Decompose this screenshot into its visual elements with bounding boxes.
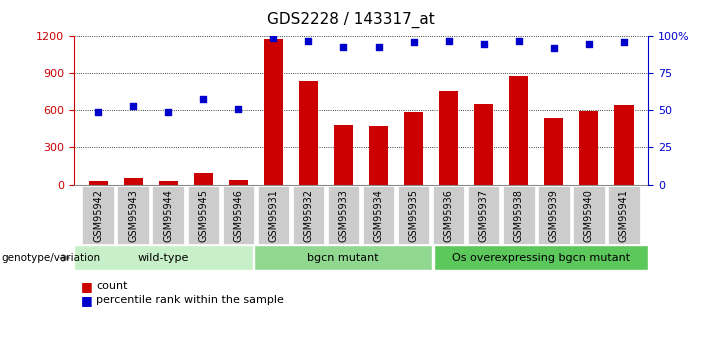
Bar bbox=[88, 181, 108, 185]
Point bbox=[618, 39, 629, 45]
FancyBboxPatch shape bbox=[433, 186, 465, 244]
FancyBboxPatch shape bbox=[223, 186, 254, 244]
FancyBboxPatch shape bbox=[118, 186, 149, 244]
Text: GSM95934: GSM95934 bbox=[374, 189, 383, 242]
Bar bbox=[334, 125, 353, 185]
FancyBboxPatch shape bbox=[328, 186, 360, 244]
Point bbox=[128, 103, 139, 109]
Bar bbox=[439, 91, 458, 185]
FancyBboxPatch shape bbox=[153, 186, 184, 244]
FancyBboxPatch shape bbox=[363, 186, 394, 244]
FancyBboxPatch shape bbox=[608, 186, 640, 244]
Point bbox=[443, 38, 454, 43]
Bar bbox=[369, 126, 388, 185]
Point bbox=[513, 38, 524, 43]
Point bbox=[198, 96, 209, 101]
Bar bbox=[229, 180, 248, 185]
Text: wild-type: wild-type bbox=[137, 253, 189, 263]
Point bbox=[268, 35, 279, 40]
Text: GSM95938: GSM95938 bbox=[514, 189, 524, 242]
Text: GSM95936: GSM95936 bbox=[444, 189, 454, 242]
Text: GSM95931: GSM95931 bbox=[268, 189, 278, 242]
Text: GSM95942: GSM95942 bbox=[93, 189, 103, 243]
Text: GSM95945: GSM95945 bbox=[198, 189, 208, 243]
Text: bgcn mutant: bgcn mutant bbox=[307, 253, 379, 263]
Text: GSM95939: GSM95939 bbox=[549, 189, 559, 242]
Text: GSM95943: GSM95943 bbox=[128, 189, 138, 242]
Text: genotype/variation: genotype/variation bbox=[1, 253, 100, 263]
Point bbox=[583, 41, 594, 46]
FancyBboxPatch shape bbox=[293, 186, 325, 244]
FancyBboxPatch shape bbox=[258, 186, 290, 244]
Bar bbox=[254, 246, 432, 270]
Text: GSM95937: GSM95937 bbox=[479, 189, 489, 243]
Bar bbox=[74, 246, 252, 270]
Bar bbox=[264, 39, 283, 185]
Point bbox=[233, 106, 244, 112]
Point bbox=[408, 39, 419, 45]
FancyBboxPatch shape bbox=[188, 186, 219, 244]
Point bbox=[548, 45, 559, 51]
FancyBboxPatch shape bbox=[503, 186, 535, 244]
Point bbox=[373, 44, 384, 49]
Point bbox=[303, 38, 314, 43]
Point bbox=[338, 44, 349, 49]
Text: GSM95940: GSM95940 bbox=[584, 189, 594, 242]
Text: GSM95935: GSM95935 bbox=[409, 189, 418, 243]
Text: ■: ■ bbox=[81, 294, 93, 307]
Text: GDS2228 / 143317_at: GDS2228 / 143317_at bbox=[266, 12, 435, 28]
Text: GSM95944: GSM95944 bbox=[163, 189, 173, 242]
Bar bbox=[509, 76, 529, 185]
Bar bbox=[123, 178, 143, 185]
Bar bbox=[404, 112, 423, 185]
Bar bbox=[434, 246, 648, 270]
Bar bbox=[544, 118, 564, 185]
FancyBboxPatch shape bbox=[468, 186, 500, 244]
Text: Os overexpressing bgcn mutant: Os overexpressing bgcn mutant bbox=[451, 253, 629, 263]
Point bbox=[163, 109, 174, 115]
FancyBboxPatch shape bbox=[573, 186, 605, 244]
FancyBboxPatch shape bbox=[83, 186, 114, 244]
Text: GSM95946: GSM95946 bbox=[233, 189, 243, 242]
Text: GSM95932: GSM95932 bbox=[304, 189, 313, 243]
Text: GSM95933: GSM95933 bbox=[339, 189, 348, 242]
Text: percentile rank within the sample: percentile rank within the sample bbox=[96, 295, 284, 305]
Bar bbox=[193, 174, 213, 185]
Bar bbox=[614, 105, 634, 185]
FancyBboxPatch shape bbox=[398, 186, 430, 244]
Bar bbox=[474, 104, 494, 185]
Bar bbox=[158, 181, 178, 185]
Point bbox=[93, 109, 104, 115]
Text: count: count bbox=[96, 282, 128, 291]
FancyBboxPatch shape bbox=[538, 186, 570, 244]
Bar bbox=[579, 111, 599, 185]
Point bbox=[478, 41, 489, 46]
Text: GSM95941: GSM95941 bbox=[619, 189, 629, 242]
Text: ■: ■ bbox=[81, 280, 93, 293]
Bar bbox=[299, 81, 318, 185]
